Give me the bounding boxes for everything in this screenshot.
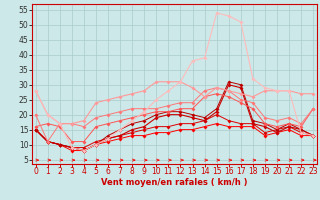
X-axis label: Vent moyen/en rafales ( km/h ): Vent moyen/en rafales ( km/h ) [101, 178, 248, 187]
